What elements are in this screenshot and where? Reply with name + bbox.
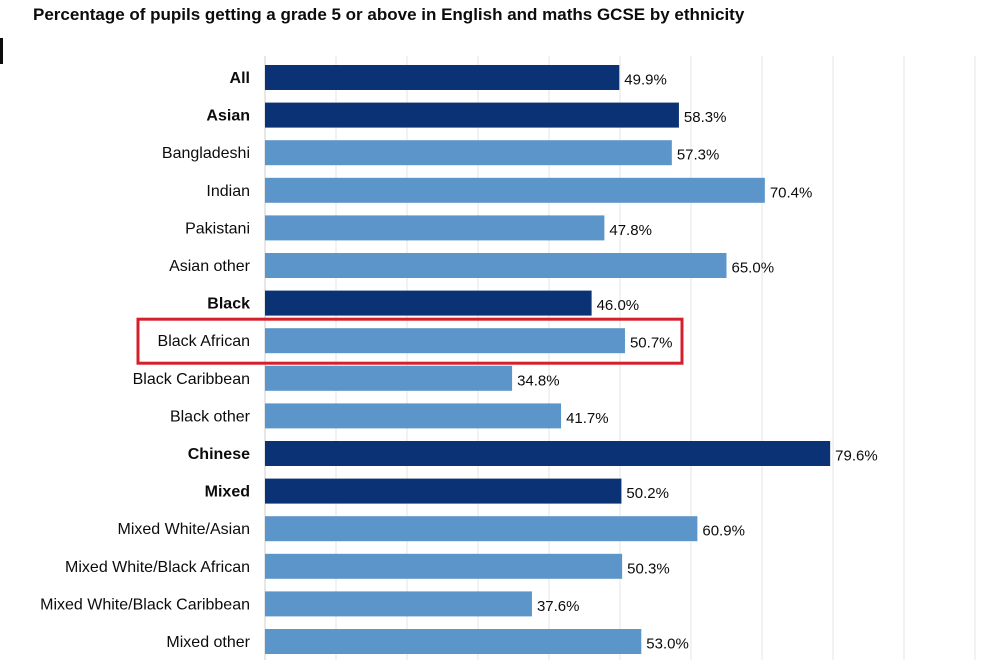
category-label: Indian [206,183,250,200]
bar [265,328,625,354]
bar [265,290,592,316]
bar [265,516,698,542]
category-label: Black African [158,333,250,350]
category-label: Pakistani [185,220,250,237]
highlight-box [136,317,684,365]
category-label: Bangladeshi [162,145,250,162]
category-label: All [230,70,250,87]
category-label: Mixed White/Black Caribbean [40,596,250,613]
category-label: Black Caribbean [133,371,250,388]
value-label: 70.4% [770,184,813,201]
value-label: 53.0% [646,636,689,653]
page-edge-mark [0,38,3,64]
category-label: Black other [170,408,251,425]
bar [265,253,727,278]
bar [265,65,620,90]
value-label: 50.3% [627,560,670,577]
category-label: Mixed other [166,634,250,651]
category-label: Chinese [188,446,250,463]
value-label: 58.3% [684,109,727,126]
bar [265,102,679,128]
bar [265,629,642,654]
value-label: 79.6% [835,448,878,465]
value-label: 37.6% [537,598,580,615]
value-label: 65.0% [732,260,775,277]
bar [265,553,623,579]
chart-title: Percentage of pupils getting a grade 5 o… [33,5,745,24]
bar [265,177,765,203]
value-label: 49.9% [624,72,667,89]
bar [265,478,622,504]
bar [265,365,513,391]
category-label: Mixed White/Black African [65,559,250,576]
value-label: 46.0% [597,297,640,314]
category-label: Mixed White/Asian [118,521,251,538]
bar [265,215,605,241]
value-label: 50.7% [630,335,673,352]
value-label: 34.8% [517,372,560,389]
value-label: 60.9% [702,523,745,540]
bar [265,591,532,617]
bar [265,441,831,466]
category-label: Black [207,296,250,313]
value-label: 41.7% [566,410,609,427]
value-label: 50.2% [626,485,669,502]
value-label: 57.3% [677,147,720,164]
category-label: Asian [206,108,250,125]
category-label: Mixed [205,484,250,501]
value-label: 47.8% [609,222,652,239]
category-label: Asian other [169,258,251,275]
bar [265,403,562,429]
bar [265,140,672,166]
